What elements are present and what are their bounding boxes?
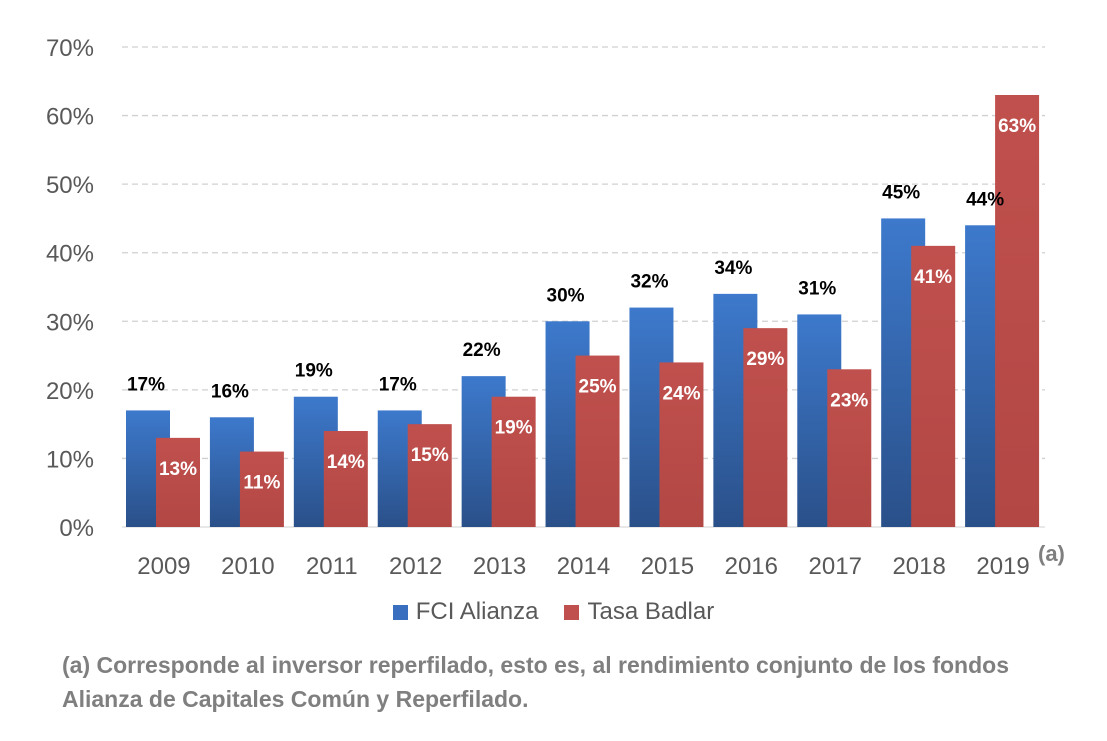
data-label-fci-alianza: 45%	[882, 182, 920, 203]
data-label-tasa-badlar: 24%	[662, 383, 700, 404]
x-tick-label: 2014	[557, 553, 610, 580]
x-tick-label: 2015	[641, 553, 694, 580]
data-label-fci-alianza: 44%	[966, 189, 1004, 210]
x-tick-label: 2009	[137, 553, 190, 580]
data-label-tasa-badlar: 63%	[998, 116, 1036, 137]
data-labels: 17% 13% 16% 11% 19% 14% 17% 15% 22% 19% 30% 25% 32% 2…	[127, 116, 1036, 494]
data-label-fci-alianza: 19%	[295, 361, 333, 382]
data-label-tasa-badlar: 29%	[746, 349, 784, 370]
bar-tasa-badlar	[491, 396, 536, 527]
footnote: (a) Corresponde al inversor reperfilado,…	[62, 652, 1009, 712]
x-tick-label: 2017	[809, 553, 862, 580]
legend-label-fci-alianza: FCI Alianza	[415, 598, 539, 625]
bar-tasa-badlar	[156, 437, 200, 527]
y-tick-label: 30%	[46, 309, 94, 336]
x-tick-label: 2011	[306, 553, 358, 580]
x-tick-label: 2018	[892, 553, 945, 580]
data-label-fci-alianza: 30%	[547, 285, 585, 306]
x-tick-label: 2016	[725, 553, 778, 580]
data-label-tasa-badlar: 41%	[914, 267, 952, 288]
y-tick-label: 0%	[59, 515, 94, 542]
bar-tasa-badlar	[827, 369, 872, 527]
bar-tasa-badlar	[659, 362, 704, 527]
data-label-fci-alianza: 31%	[798, 278, 836, 299]
bar-tasa-badlar	[911, 245, 956, 527]
bar-tasa-badlar	[995, 95, 1040, 527]
x-tick-label: 2010	[221, 553, 274, 580]
x-axis-ticks: 2009 2010 2011 2012 2013 2014 2015 2016 2017 2018…	[137, 553, 1029, 580]
data-label-tasa-badlar: 11%	[243, 473, 280, 494]
bar-tasa-badlar	[239, 451, 284, 527]
data-label-fci-alianza: 22%	[463, 340, 501, 361]
bars	[126, 95, 1040, 528]
bar-tasa-badlar	[323, 431, 368, 527]
legend-item-tasa-badlar: Tasa Badlar	[564, 598, 714, 626]
y-tick-label: 70%	[46, 35, 94, 62]
data-label-tasa-badlar: 14%	[327, 452, 365, 473]
y-tick-label: 20%	[46, 378, 94, 405]
x-tick-label: 2013	[473, 553, 526, 580]
data-label-fci-alianza: 17%	[379, 374, 417, 395]
data-label-fci-alianza: 17%	[127, 374, 165, 395]
y-tick-label: 40%	[46, 241, 94, 268]
legend-item-fci-alianza: FCI Alianza	[392, 598, 539, 626]
y-tick-label: 60%	[46, 104, 94, 131]
legend-swatch-tasa-badlar	[564, 604, 580, 620]
bar-tasa-badlar	[743, 328, 788, 527]
x-tick-label: 2019	[976, 553, 1029, 580]
legend: FCI Alianza Tasa Badlar	[0, 598, 1107, 626]
data-label-fci-alianza: 32%	[630, 272, 668, 293]
data-label-tasa-badlar: 25%	[579, 377, 617, 398]
data-label-fci-alianza: 34%	[714, 258, 752, 279]
legend-label-tasa-badlar: Tasa Badlar	[587, 598, 715, 625]
y-tick-label: 50%	[46, 172, 94, 199]
y-tick-label: 10%	[46, 446, 94, 473]
bar-tasa-badlar	[575, 355, 620, 527]
bar-chart: 0%10%20%30%40%50%60%70% 17%13%16%11%19%1…	[46, 35, 1045, 580]
data-label-tasa-badlar: 15%	[411, 445, 449, 466]
data-label-tasa-badlar: 23%	[830, 390, 868, 411]
data-label-tasa-badlar: 19%	[495, 418, 533, 439]
y-axis-ticks: 0% 10% 20% 30% 40% 50% 60% 70%	[46, 35, 94, 542]
data-label-fci-alianza: 16%	[211, 381, 249, 402]
bar-tasa-badlar	[407, 424, 452, 527]
data-label-tasa-badlar: 13%	[159, 459, 197, 480]
legend-swatch-fci-alianza	[392, 604, 408, 620]
x-tick-label: 2012	[389, 553, 442, 580]
footnote-marker: (a)	[1038, 541, 1065, 566]
